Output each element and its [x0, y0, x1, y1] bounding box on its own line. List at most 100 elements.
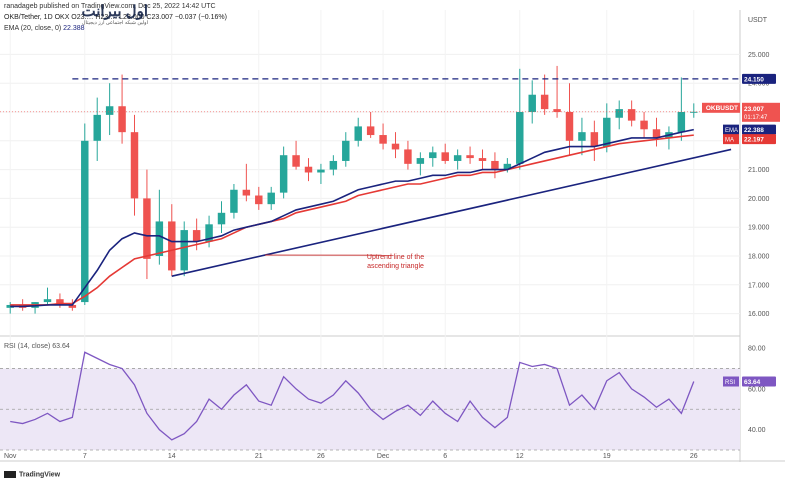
candle — [491, 152, 499, 179]
ema-legend-label: EMA (20, close, 0) — [4, 25, 62, 32]
ema-tag-text: EMA — [725, 128, 738, 134]
candle — [217, 201, 226, 233]
candle-body — [366, 126, 375, 136]
candle-body — [230, 189, 238, 213]
candle-body — [292, 155, 300, 167]
candle — [379, 123, 387, 150]
last-price-bg — [742, 102, 780, 122]
ema-legend: EMA (20, close, 0) 22.388 — [4, 25, 85, 32]
candle — [466, 146, 474, 164]
overlays — [0, 78, 740, 308]
candle-body — [43, 299, 52, 303]
candle-body — [143, 198, 151, 259]
publisher-line: ranadageb published on TradingView.com, … — [4, 3, 216, 10]
candle-body — [429, 152, 437, 159]
candle-body — [404, 149, 412, 164]
candle — [292, 140, 300, 170]
candle-body — [416, 158, 425, 164]
candle-body — [217, 212, 226, 225]
candle — [255, 186, 263, 210]
candles — [6, 65, 698, 314]
candle — [565, 83, 574, 156]
candle — [516, 68, 524, 170]
candle-body — [105, 106, 114, 115]
countdown-text: 01:17:47 — [744, 115, 768, 121]
rsi-tag-text: RSI — [725, 380, 735, 386]
time-tick-label: 26 — [690, 453, 698, 460]
ma-line — [10, 134, 694, 306]
rsi-line — [10, 351, 695, 441]
candle — [404, 140, 412, 170]
candle — [429, 146, 437, 167]
candle — [130, 114, 139, 216]
candle — [31, 302, 39, 314]
candle — [590, 120, 599, 161]
price-tick-label: 25.000 — [748, 52, 770, 59]
candle — [155, 189, 164, 265]
time-tick-label: 19 — [603, 453, 611, 460]
rsi-axis: 80.00 60.00 40.00 — [748, 346, 766, 434]
candle — [267, 186, 275, 210]
candle-body — [130, 132, 139, 199]
candle-body — [304, 166, 313, 173]
candle-body — [168, 221, 176, 271]
candle — [230, 184, 238, 219]
rsi-tick-label: 40.00 — [748, 427, 766, 434]
time-tick-label: Dec — [377, 453, 390, 460]
candle-body — [56, 299, 64, 305]
time-tick-label: Nov — [4, 453, 17, 460]
candle — [540, 74, 549, 115]
candle-body — [578, 132, 586, 141]
candle-body — [677, 112, 686, 133]
candle-body — [503, 163, 512, 170]
candle-body — [342, 140, 350, 161]
candle-body — [180, 230, 188, 271]
ema-price-label-bg — [742, 124, 776, 135]
candle — [652, 117, 661, 147]
candle — [640, 112, 648, 138]
annotation-text: Uptrend line of the ascending triangle — [367, 254, 424, 270]
ma-tag-bg — [723, 134, 739, 145]
candle-body — [192, 230, 201, 242]
logo-tagline: اولین شبکه اجتماعی ارز دیجیتال — [81, 20, 148, 26]
candle — [6, 302, 14, 314]
resistance-price-label-text: 24.150 — [744, 76, 764, 83]
candle — [354, 117, 362, 147]
candle-body — [478, 158, 487, 161]
candle — [93, 97, 101, 161]
candle-body — [68, 304, 77, 308]
candle — [43, 287, 52, 305]
rsi-tag-bg — [723, 376, 739, 387]
candle-body — [615, 109, 623, 118]
candle-body — [528, 94, 536, 112]
candle-body — [267, 192, 275, 205]
rsi-price-label-text: 63.64 — [744, 379, 761, 386]
annotation-line-2: ascending triangle — [367, 263, 424, 270]
candle — [615, 100, 623, 130]
annotation-line-1: Uptrend line of the — [367, 254, 424, 261]
uptrend-line — [171, 148, 732, 277]
candle-body — [155, 221, 164, 256]
ma-price-label-text: 22.197 — [744, 137, 764, 144]
candle-body — [466, 155, 474, 159]
candle-body — [652, 129, 661, 138]
candle — [168, 204, 176, 277]
candle-body — [516, 112, 524, 164]
candle — [453, 149, 462, 170]
resistance-price-label: 24.150 — [742, 73, 776, 84]
candle-body — [627, 109, 636, 121]
candle — [242, 163, 251, 202]
time-tick-label: 6 — [443, 453, 447, 460]
candle-body — [205, 224, 213, 242]
candle — [677, 77, 686, 141]
time-tick-label: 21 — [255, 453, 263, 460]
candle-body — [255, 195, 263, 205]
watermark-logo: اول بیرانت اولین شبکه اجتماعی ارز دیجیتا… — [40, 2, 148, 38]
price-tick-label: 20.000 — [748, 196, 770, 203]
candle-body — [93, 114, 101, 141]
candle — [441, 143, 449, 164]
tradingview-logo: TradingView — [4, 471, 60, 478]
price-tick-label: 24.000 — [748, 81, 770, 88]
candle — [366, 112, 375, 138]
price-tick-label: 16.000 — [748, 311, 770, 318]
